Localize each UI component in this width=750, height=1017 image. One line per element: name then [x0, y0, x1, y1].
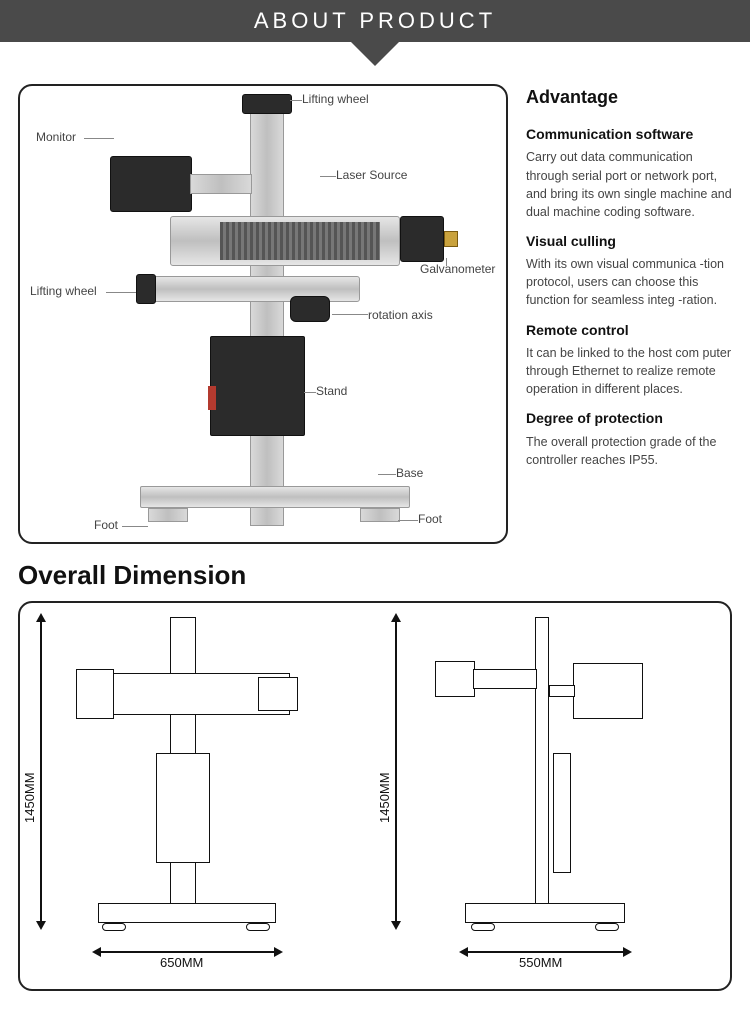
lifting-wheel-top [242, 94, 292, 114]
outline-ctrl [156, 753, 210, 863]
callout-galvanometer: Galvanometer [420, 262, 495, 276]
callout-base: Base [396, 466, 423, 480]
dim-width-label: 550MM [519, 955, 562, 970]
banner-arrow-icon [351, 42, 399, 66]
leader-line [320, 176, 336, 177]
advantage-item-title: Remote control [526, 320, 732, 340]
galvanometer-lens [444, 231, 458, 247]
arrow-left-icon [459, 947, 468, 957]
outline-foot [595, 923, 619, 931]
callout-monitor: Monitor [36, 130, 76, 144]
outline-galvo [435, 661, 475, 697]
leader-line [378, 474, 396, 475]
banner-title: ABOUT PRODUCT [254, 8, 496, 33]
leader-line [398, 520, 418, 521]
advantage-item-title: Visual culling [526, 231, 732, 251]
galvanometer-part [400, 216, 444, 262]
dim-height-label: 1450MM [22, 772, 37, 823]
advantage-item-title: Communication software [526, 124, 732, 144]
outline-foot [246, 923, 270, 931]
outline-base [465, 903, 625, 923]
outline-foot [102, 923, 126, 931]
advantage-item-body: It can be linked to the host com puter t… [526, 344, 732, 398]
advantage-item-body: The overall protection grade of the cont… [526, 433, 732, 469]
arrow-right-icon [623, 947, 632, 957]
dim-line [98, 951, 276, 953]
banner: ABOUT PRODUCT [0, 0, 750, 42]
arrow-up-icon [36, 613, 46, 622]
red-handle-icon [208, 386, 216, 410]
arrow-left-icon [92, 947, 101, 957]
outline-arm [473, 669, 537, 689]
outline-galvo [76, 669, 114, 719]
outline-column [535, 617, 549, 917]
leader-line [304, 392, 316, 393]
dim-width-label: 650MM [160, 955, 203, 970]
lifting-wheel-left [136, 274, 156, 304]
leader-line [122, 526, 148, 527]
stand-column [250, 106, 284, 526]
callout-foot-left: Foot [94, 518, 118, 532]
dim-height-label: 1450MM [377, 772, 392, 823]
product-row: Monitor Lifting wheel Laser Source Galva… [0, 84, 750, 544]
callout-foot-right: Foot [418, 512, 442, 526]
callout-stand: Stand [316, 384, 347, 398]
dimension-box: 1450MM 650MM 1450MM 550MM [18, 601, 732, 991]
outline-monitor [573, 663, 643, 719]
product-diagram: Monitor Lifting wheel Laser Source Galva… [18, 84, 508, 544]
leader-line [290, 100, 302, 101]
arrow-right-icon [274, 947, 283, 957]
outline-bracket [549, 685, 575, 697]
leader-line [106, 292, 136, 293]
leader-line [332, 314, 368, 315]
dim-line [395, 615, 397, 925]
arrow-down-icon [36, 921, 46, 930]
callout-lifting-wheel-top: Lifting wheel [302, 92, 369, 106]
foot-left-part [148, 508, 188, 522]
advantage-sidebar: Advantage Communication software Carry o… [526, 84, 732, 544]
callout-lifting-wheel-left: Lifting wheel [30, 284, 97, 298]
foot-right-part [360, 508, 400, 522]
advantage-item-title: Degree of protection [526, 408, 732, 428]
dim-line [465, 951, 625, 953]
advantage-item-body: Carry out data communication through ser… [526, 148, 732, 221]
control-box [210, 336, 305, 436]
dim-line [40, 615, 42, 925]
dimension-side-panel: 1450MM 550MM [375, 603, 730, 989]
monitor-arm [190, 174, 252, 194]
leader-line [446, 258, 447, 266]
callout-rotation-axis: rotation axis [368, 308, 433, 322]
advantage-item-body: With its own visual communica -tion prot… [526, 255, 732, 309]
outline-end [258, 677, 298, 711]
base-part [140, 486, 410, 508]
dimension-title: Overall Dimension [0, 544, 750, 601]
monitor-part [110, 156, 192, 212]
callout-laser-source: Laser Source [336, 168, 407, 182]
outline-foot [471, 923, 495, 931]
outline-base [98, 903, 276, 923]
arrow-up-icon [391, 613, 401, 622]
vent-icon [220, 222, 380, 260]
rotation-axis-part [290, 296, 330, 322]
arrow-down-icon [391, 921, 401, 930]
advantage-heading: Advantage [526, 84, 732, 110]
leader-line [84, 138, 114, 139]
outline-ctrlbox [553, 753, 571, 873]
dimension-front-panel: 1450MM 650MM [20, 603, 375, 989]
